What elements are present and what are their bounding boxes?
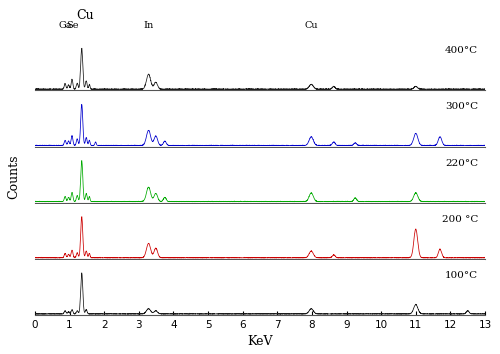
Text: 200 °C: 200 °C — [442, 215, 478, 224]
Text: In: In — [144, 21, 154, 30]
Text: Se: Se — [66, 21, 78, 30]
Text: Cu: Cu — [76, 9, 94, 22]
Text: Cu: Cu — [304, 21, 318, 30]
Text: 220°C: 220°C — [445, 159, 478, 167]
Text: 300°C: 300°C — [445, 102, 478, 112]
Text: Counts: Counts — [8, 155, 20, 199]
Text: 100°C: 100°C — [445, 271, 478, 280]
Text: 400°C: 400°C — [445, 46, 478, 55]
X-axis label: KeV: KeV — [247, 336, 273, 348]
Text: Ga: Ga — [58, 21, 72, 30]
